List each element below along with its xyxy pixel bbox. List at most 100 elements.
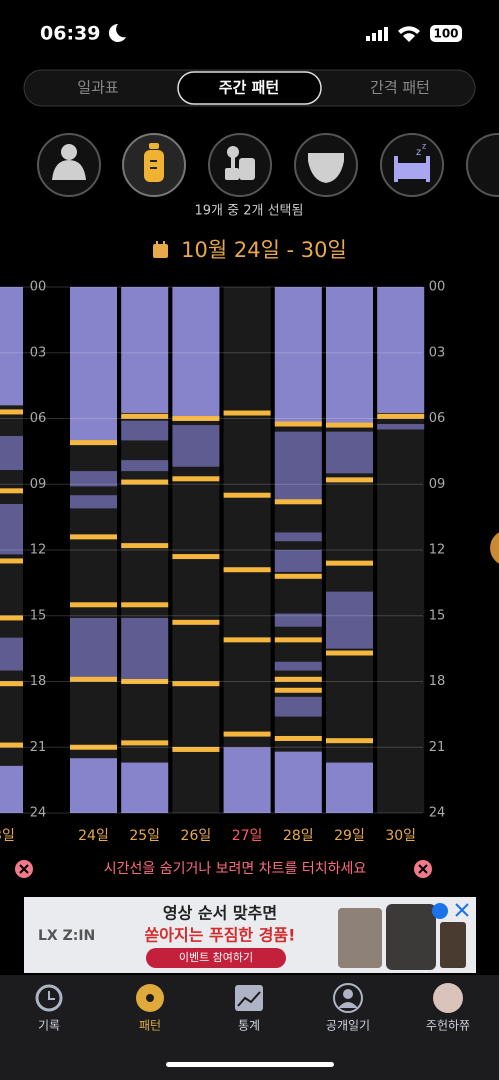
sleep-block <box>326 762 373 813</box>
feed-line <box>274 499 322 505</box>
hint: 시간선을 숨기거나 보려면 차트를 터치하세요 <box>104 861 367 877</box>
signal-icon <box>366 27 388 41</box>
sleep-block <box>172 425 220 467</box>
sleep-block <box>0 503 23 555</box>
y-tick-label: 12 <box>30 543 47 558</box>
feed-line <box>326 477 373 483</box>
sleep-block <box>274 532 322 542</box>
y-tick-label: 15 <box>429 608 446 623</box>
battery <box>430 25 462 42</box>
sleep-block <box>274 696 322 717</box>
ad-subline: 쏟아지는 푸짐한 경품! <box>145 926 296 945</box>
sleep-block <box>70 617 117 680</box>
sleep-block <box>377 423 425 430</box>
feed-line <box>121 413 169 419</box>
sleep-block <box>274 661 322 671</box>
nav-label[interactable]: 공개일기 <box>326 1019 370 1033</box>
y-tick-label: 18 <box>429 674 446 689</box>
battery-level: 100 <box>433 27 458 41</box>
sleep-block <box>121 460 169 472</box>
sleep-block <box>274 431 322 500</box>
chart[interactable]: 23일 24일 25일 26일 27일 28일 29일 30일 00 00 03 03 06 06 09 09… <box>0 280 445 845</box>
ad-close[interactable] <box>455 903 469 917</box>
day-label: 29일 <box>334 828 365 844</box>
feed-line <box>223 731 271 737</box>
y-tick-label: 15 <box>30 608 47 623</box>
sleep-block <box>274 613 322 627</box>
feed-line <box>326 738 373 744</box>
sleep-block <box>0 637 23 671</box>
sleep-block <box>223 747 271 813</box>
day-label: 23일 <box>0 828 15 844</box>
feed-line <box>70 602 117 608</box>
tab[interactable]: 간격 패턴 <box>370 79 430 97</box>
day-label: 24일 <box>78 828 109 844</box>
feed-line <box>274 735 322 741</box>
sleep-block <box>0 436 23 471</box>
feed-line <box>223 567 271 573</box>
sleep-block <box>172 287 220 419</box>
feed-line <box>274 687 322 693</box>
feed-line <box>121 479 169 485</box>
tab-selected[interactable] <box>177 71 322 105</box>
feed-line <box>274 637 322 643</box>
day-label: 26일 <box>181 828 212 844</box>
scroll-handle[interactable] <box>490 530 499 566</box>
day-label: 30일 <box>385 828 416 844</box>
nav-label[interactable]: 패턴 <box>139 1019 161 1033</box>
sleep-block <box>121 287 169 414</box>
feed-line <box>223 492 271 498</box>
feed-line <box>274 421 322 427</box>
nav-label[interactable]: 기록 <box>38 1019 60 1033</box>
svg-text:z: z <box>416 147 421 158</box>
feed-line <box>172 554 220 560</box>
ad-brand: LX Z:IN <box>38 928 95 944</box>
y-tick-label: 06 <box>30 411 47 426</box>
ad-headline: 영상 순서 맞추면 <box>163 904 277 923</box>
sleep-block <box>70 287 117 441</box>
y-tick-label: 00 <box>429 280 446 295</box>
y-tick-label: 09 <box>429 477 446 492</box>
y-tick-label: 12 <box>429 543 446 558</box>
feed-line <box>70 534 117 540</box>
sleep-block <box>326 431 373 474</box>
feed-line <box>377 413 425 419</box>
filter-more[interactable] <box>466 133 499 197</box>
feed-line <box>326 650 373 656</box>
y-tick-label: 21 <box>30 740 47 755</box>
sleep-block <box>326 591 373 649</box>
feed-line <box>172 746 220 752</box>
feed-line <box>0 558 23 564</box>
ad-image <box>338 908 382 968</box>
tab[interactable]: 일과표 <box>77 79 119 97</box>
ad-info[interactable] <box>432 903 448 919</box>
ad-image <box>440 922 466 968</box>
nav-label[interactable]: 주헌하쮸 <box>426 1019 470 1033</box>
feed-line <box>326 422 373 428</box>
y-tick-label: 03 <box>429 345 446 360</box>
y-tick-label: 24 <box>30 806 47 821</box>
clock: 06:39 <box>40 23 100 45</box>
ad-image <box>386 904 436 970</box>
sleep-block <box>274 287 322 423</box>
date-range: 10월 24일 - 30일 <box>181 238 347 262</box>
y-tick-label: 24 <box>429 806 446 821</box>
sleep-block <box>0 765 23 813</box>
nav-label[interactable]: 통계 <box>238 1019 260 1033</box>
feed-line <box>223 410 271 416</box>
y-tick-label: 09 <box>30 477 47 492</box>
filter-summary: 19개 중 2개 선택됨 <box>195 204 304 219</box>
feed-line <box>172 619 220 625</box>
sleep-block <box>274 751 322 813</box>
y-tick-label: 21 <box>429 740 446 755</box>
feed-line <box>121 602 169 608</box>
sleep-block <box>121 617 169 680</box>
ad-button[interactable] <box>146 948 286 968</box>
home-indicator <box>166 1062 334 1067</box>
tab[interactable]: 주간 패턴 <box>219 79 279 97</box>
y-tick-label: 18 <box>30 674 47 689</box>
sleep-block <box>326 287 373 423</box>
feed-line <box>223 637 271 643</box>
moon-icon <box>108 23 126 42</box>
